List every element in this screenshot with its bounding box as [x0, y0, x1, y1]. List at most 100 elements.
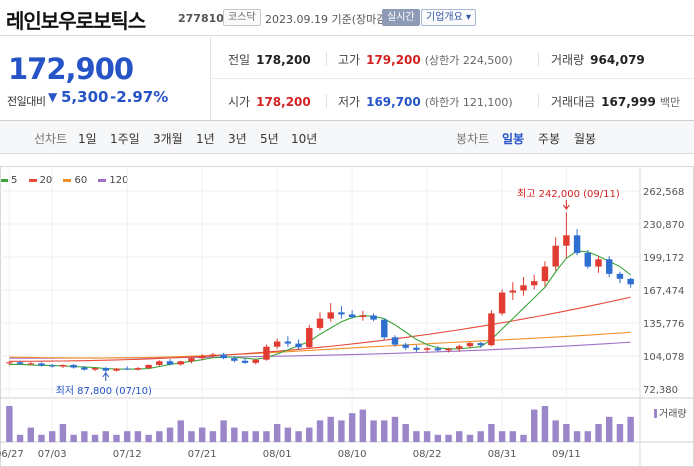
volume-bar: [520, 434, 527, 442]
tab-period-1y[interactable]: 1년: [196, 132, 215, 146]
stat-unit: 백만: [659, 96, 681, 109]
candle-body: [423, 348, 431, 350]
volume-bar: [627, 416, 634, 442]
volume-bar: [552, 420, 559, 442]
candle-body: [295, 343, 302, 348]
stat-label: 거래대금: [551, 95, 596, 109]
divider: [538, 94, 539, 108]
x-tick-label: 06/27: [0, 449, 24, 460]
candle-body: [627, 278, 634, 285]
candle-body: [381, 319, 388, 338]
volume-bar: [488, 424, 495, 442]
volume-bar: [391, 416, 399, 442]
candle-body: [595, 259, 602, 267]
candle-body: [563, 235, 570, 246]
candle-body: [573, 235, 581, 254]
candle-body: [488, 313, 495, 346]
candle-body: [145, 364, 152, 369]
stat-value: 167,999: [601, 95, 656, 109]
tab-period-1w[interactable]: 1주일: [110, 132, 140, 146]
candle-body: [188, 358, 195, 362]
candle-body: [316, 318, 324, 328]
volume-bar: [241, 431, 249, 442]
candle-body: [306, 327, 313, 348]
volume-bar: [166, 427, 174, 442]
candle-body: [252, 359, 259, 363]
candle-body: [59, 364, 67, 367]
stat-label: 시가: [228, 95, 251, 109]
stat-value: 178,200: [256, 53, 311, 67]
tab-period-3m[interactable]: 3개월: [153, 132, 183, 146]
candle-body: [402, 344, 409, 348]
y-tick-label: 104,078: [643, 352, 684, 363]
price-change-percent: -2.97%: [110, 88, 169, 106]
stat-value: 169,700: [366, 95, 421, 109]
stat-value: 178,200: [256, 95, 311, 109]
volume-bar: [413, 431, 420, 442]
realtime-button[interactable]: 실시간: [382, 9, 420, 26]
price-summary: 172,900 전일대비 ▼ 5,300 -2.97% 전일 178,200 고가…: [0, 37, 694, 121]
candle-body: [6, 362, 13, 364]
y-tick-label: 135,776: [643, 319, 684, 330]
x-tick-label: 08/31: [488, 449, 517, 460]
legend-swatch: [28, 178, 37, 182]
volume-bar: [102, 431, 109, 442]
company-info-button[interactable]: 기업개요 ▾: [421, 9, 476, 26]
candle-body: [284, 341, 292, 344]
divider: [326, 52, 327, 66]
candle-body: [370, 315, 377, 320]
volume-bar: [156, 431, 163, 442]
stat-open: 시가 178,200: [228, 93, 311, 110]
candle-body: [509, 290, 517, 293]
volume-bar: [81, 431, 88, 442]
candle-body: [16, 362, 24, 364]
volume-bar: [188, 431, 195, 442]
candle-body: [91, 368, 99, 370]
tab-period-5y[interactable]: 5년: [260, 132, 279, 146]
x-tick-label: 07/03: [38, 449, 67, 460]
volume-bar: [338, 420, 345, 442]
tab-monthly[interactable]: 월봉: [574, 132, 597, 146]
x-tick-label: 07/21: [188, 449, 217, 460]
legend-label: 5: [11, 175, 18, 186]
volume-bar: [113, 434, 120, 442]
candle-body: [541, 266, 549, 282]
stock-code: 277810: [178, 12, 224, 25]
volume-bar: [306, 427, 313, 442]
x-tick-label: 08/01: [263, 449, 292, 460]
lower-limit: (하한가 121,100): [424, 96, 513, 109]
candle-body: [456, 346, 463, 349]
divider: [538, 52, 539, 66]
x-tick-label: 08/10: [338, 449, 367, 460]
y-tick-label: 199,172: [643, 253, 684, 264]
volume-bar: [381, 420, 388, 442]
tab-period-10y[interactable]: 10년: [291, 132, 318, 146]
volume-bar: [595, 424, 602, 442]
candle-body: [241, 360, 249, 363]
volume-bar: [70, 434, 77, 442]
candle-body: [166, 361, 174, 365]
volume-bar: [445, 434, 452, 442]
volume-bar: [145, 434, 152, 442]
volume-bar: [606, 416, 613, 442]
candle-body: [134, 368, 142, 370]
stat-label: 거래량: [551, 53, 585, 67]
candle-body: [102, 368, 109, 371]
volume-bar: [402, 424, 409, 442]
tab-daily[interactable]: 일봉: [502, 132, 525, 146]
legend-label: 20: [39, 175, 53, 186]
tab-weekly[interactable]: 주봉: [538, 132, 561, 146]
upper-limit: (상한가 224,500): [424, 54, 513, 67]
volume-bar: [6, 406, 13, 442]
tab-period-3y[interactable]: 3년: [228, 132, 247, 146]
stat-high: 고가 179,200 (상한가 224,500): [338, 51, 513, 68]
candle-body: [113, 368, 120, 371]
divider: [210, 78, 694, 79]
candlestick-chart[interactable]: 262,568 230,870 199,172 167,474 135,776 104,0…: [0, 166, 694, 467]
ma-legend: 5 20 60 120: [0, 175, 137, 186]
low-arrow-head: [102, 372, 110, 378]
y-tick-label: 167,474: [643, 286, 684, 297]
candle-body: [466, 343, 474, 347]
tab-period-1d[interactable]: 1일: [78, 132, 97, 146]
candle-body: [434, 348, 442, 351]
